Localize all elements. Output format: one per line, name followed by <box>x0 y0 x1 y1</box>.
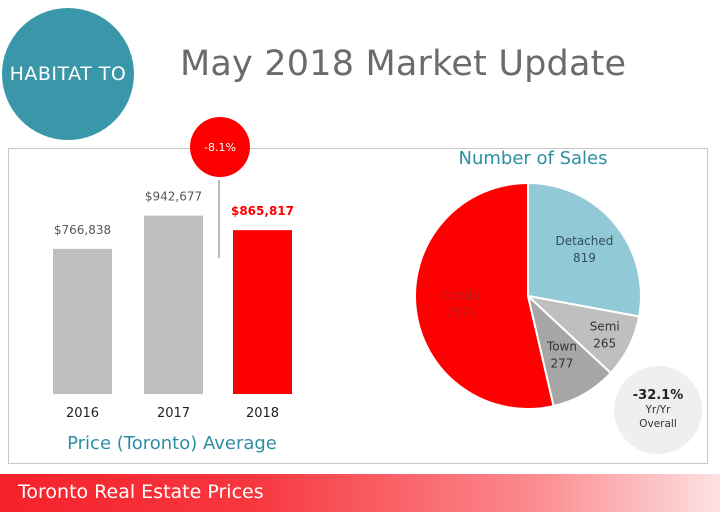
pie-category-label: Detached <box>556 234 614 248</box>
pie-value-label: 1574 <box>445 306 476 320</box>
logo-text: HABITAT TO <box>9 63 127 85</box>
footer-banner: Toronto Real Estate Prices <box>0 474 720 512</box>
change-badge <box>190 117 250 177</box>
pie-value-label: 277 <box>550 357 573 371</box>
bar-2016 <box>53 248 112 394</box>
change-badge-label: -8.1% <box>204 141 236 154</box>
brand-logo[interactable]: HABITAT TO <box>2 8 134 140</box>
bar-value-label: $766,838 <box>54 223 111 237</box>
bar-category-label: 2016 <box>66 406 99 421</box>
pie-slice-condo <box>414 181 555 410</box>
pie-category-label: Town <box>546 340 577 354</box>
bar-value-label: $942,677 <box>145 190 202 204</box>
bar-chart: $766,838 2016 $942,677 2017 $865,817 2018 Pric… <box>53 190 294 454</box>
page-title: May 2018 Market Update <box>180 44 627 84</box>
yoy-line2: Overall <box>639 418 677 430</box>
bar-2018 <box>233 230 292 394</box>
banner-label: Toronto Real Estate Prices <box>18 481 264 503</box>
yoy-line1: Yr/Yr <box>645 404 671 416</box>
pie-category-label: Semi <box>590 320 620 334</box>
pie-category-label: Condo <box>441 289 479 303</box>
pie-chart: Detached 819 Semi 265 Town 277 Condo 1574 Number… <box>414 148 642 410</box>
bar-value-label: $865,817 <box>231 204 294 218</box>
yoy-value: -32.1% <box>632 388 684 403</box>
bar-chart-title: Price (Toronto) Average <box>67 433 277 454</box>
pie-chart-title: Number of Sales <box>458 148 607 169</box>
bar-category-label: 2018 <box>246 406 279 421</box>
pie-value-label: 265 <box>593 337 616 351</box>
yoy-badge: -32.1% Yr/Yr Overall <box>614 366 702 454</box>
pie-value-label: 819 <box>573 251 596 265</box>
bar-2017 <box>144 215 203 394</box>
bar-category-label: 2017 <box>157 406 190 421</box>
pie-slice-detached <box>527 181 642 318</box>
